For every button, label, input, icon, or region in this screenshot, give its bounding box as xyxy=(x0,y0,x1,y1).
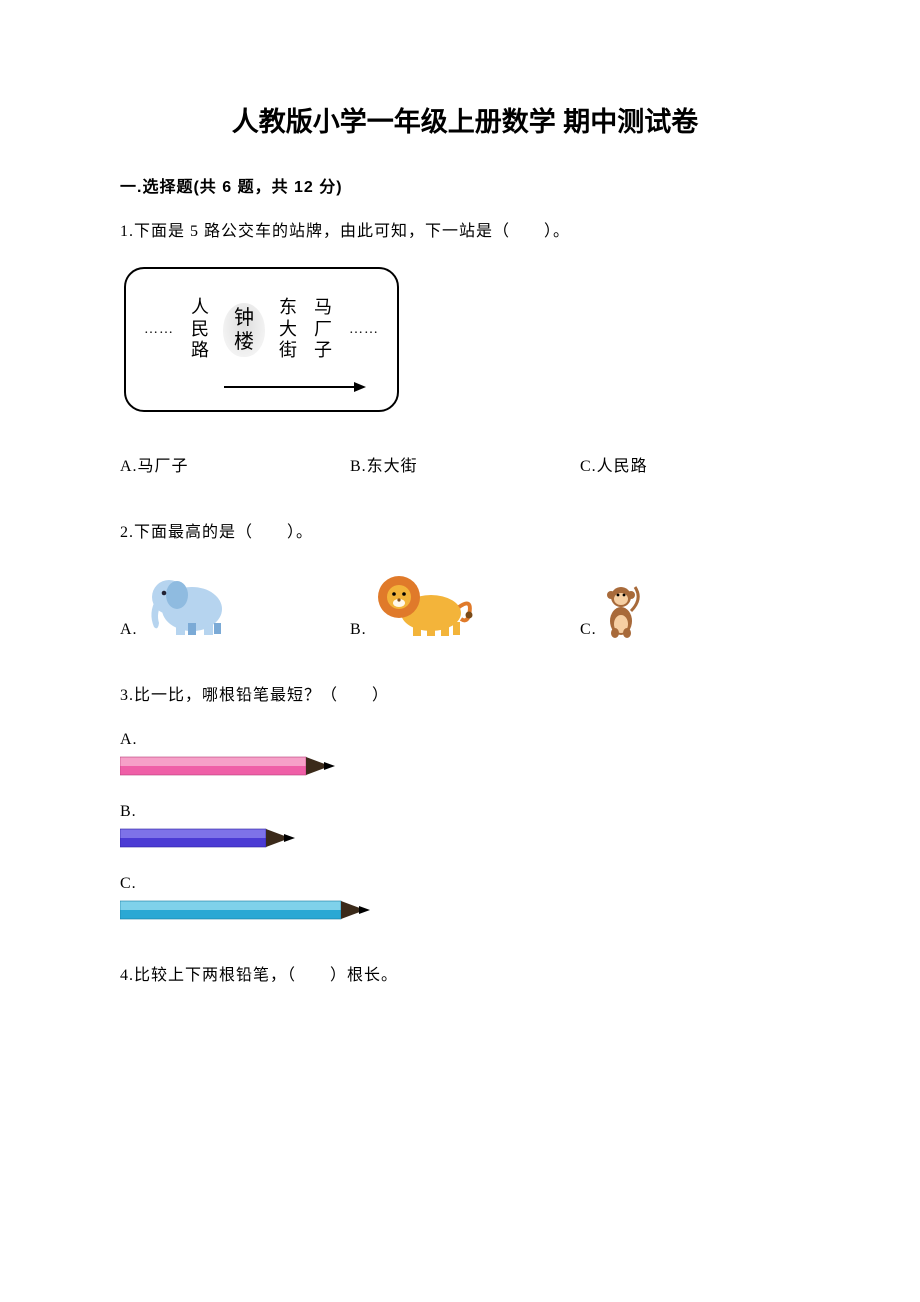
pencil-a-icon xyxy=(120,755,350,779)
q1-options: A.马厂子 B.东大街 C.人民路 xyxy=(120,452,810,476)
bus-sign-card: …… 人 民 路 钟 楼 东 大 街 马 厂 子 xyxy=(124,267,399,412)
bus-sign-stops-row: …… 人 民 路 钟 楼 东 大 街 马 厂 子 xyxy=(144,289,379,371)
monkey-icon xyxy=(603,581,641,639)
q2-option-b: B. xyxy=(350,567,580,639)
dots-left: …… xyxy=(144,322,174,338)
pencil-b-icon xyxy=(120,827,310,851)
q1-option-b: B.东大街 xyxy=(350,452,580,476)
q3-label-a: A. xyxy=(120,731,810,749)
page: 人教版小学一年级上册数学 期中测试卷 一.选择题(共 6 题，共 12 分) 1… xyxy=(0,0,920,1302)
pencil-c-icon xyxy=(120,899,385,923)
q2-option-c: C. xyxy=(580,581,641,639)
q3-label-c: C. xyxy=(120,875,810,893)
stop-zhonglou-current: 钟 楼 xyxy=(226,306,262,354)
q2-option-a: A. xyxy=(120,569,350,639)
question-4-text: 4.比较上下两根铅笔，（ ）根长。 xyxy=(120,963,810,989)
direction-arrow xyxy=(144,382,379,392)
lion-icon xyxy=(373,567,473,639)
page-title: 人教版小学一年级上册数学 期中测试卷 xyxy=(120,100,810,139)
question-3-text: 3.比一比，哪根铅笔最短？（ ） xyxy=(120,683,810,709)
q2-options: A. B. xyxy=(120,567,810,639)
q3-option-c: C. xyxy=(120,875,810,923)
section-heading: 一.选择题(共 6 题，共 12 分) xyxy=(120,173,810,197)
q2-label-c: C. xyxy=(580,621,597,639)
stop-machangzi: 马 厂 子 xyxy=(314,297,332,362)
q2-label-b: B. xyxy=(350,621,367,639)
q2-label-a: A. xyxy=(120,621,138,639)
q1-option-a: A.马厂子 xyxy=(120,452,350,476)
question-1-text: 1.下面是 5 路公交车的站牌，由此可知，下一站是（ ）。 xyxy=(120,219,810,245)
elephant-icon xyxy=(144,569,234,639)
q1-option-c: C.人民路 xyxy=(580,452,648,476)
dots-right: …… xyxy=(349,322,379,338)
q3-label-b: B. xyxy=(120,803,810,821)
q3-option-a: A. xyxy=(120,731,810,779)
stop-renminlu: 人 民 路 xyxy=(191,297,209,362)
stop-dongdajie: 东 大 街 xyxy=(279,297,297,362)
question-2-text: 2.下面最高的是（ ）。 xyxy=(120,520,810,546)
q3-option-b: B. xyxy=(120,803,810,851)
